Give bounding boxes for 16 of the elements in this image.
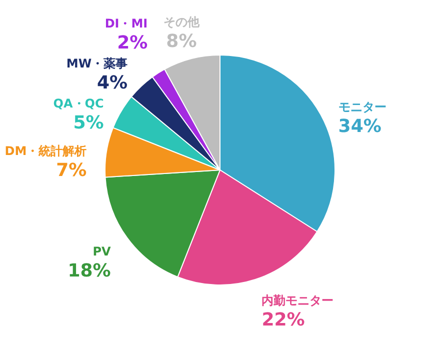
slice-label: DI・MI (104, 16, 148, 30)
data-label: 8% (166, 30, 197, 52)
data-label: 7% (56, 160, 87, 181)
slice-label: PV (92, 244, 112, 258)
slice-label: 内勤モニター (262, 293, 334, 308)
data-label: 34% (338, 116, 382, 137)
data-label: 22% (262, 309, 305, 330)
slice-label: その他 (163, 14, 200, 29)
slice-label: DM・統計解析 (4, 144, 87, 158)
data-label: 18% (68, 260, 111, 282)
slice-label: MW・薬事 (66, 56, 128, 70)
data-label: 5% (73, 112, 104, 134)
data-label: 2% (117, 32, 148, 54)
slice-label: QA・QC (53, 96, 104, 110)
data-label: 4% (97, 72, 128, 94)
slice-label: モニター (338, 100, 386, 114)
